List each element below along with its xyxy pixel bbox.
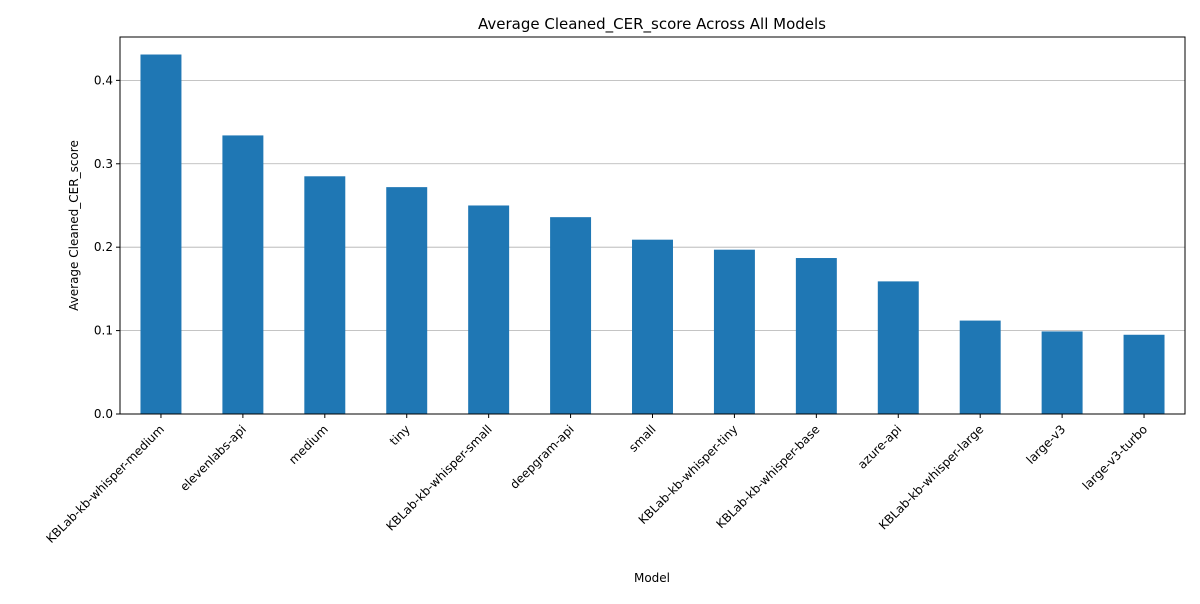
bar bbox=[1123, 334, 1165, 414]
y-tick-label: 0.1 bbox=[94, 324, 113, 338]
y-tick-label: 0.3 bbox=[94, 157, 113, 171]
y-axis-ticks: 0.0 0.1 0.2 0.3 0.4 bbox=[94, 73, 120, 421]
bar bbox=[713, 249, 755, 414]
bar bbox=[140, 54, 182, 414]
bars bbox=[140, 54, 1165, 414]
bar bbox=[304, 176, 346, 414]
bar bbox=[632, 239, 673, 414]
x-tick-label: tiny bbox=[387, 422, 413, 448]
bar bbox=[795, 258, 837, 414]
x-tick-label: elevenlabs-api bbox=[177, 422, 249, 494]
y-tick-label: 0.4 bbox=[94, 73, 113, 87]
y-axis-title: Average Cleaned_CER_score bbox=[67, 140, 81, 311]
bar bbox=[877, 281, 919, 414]
x-tick-label: azure-api bbox=[855, 422, 904, 471]
x-tick-label: large-v3 bbox=[1024, 422, 1069, 467]
bar bbox=[468, 205, 510, 414]
y-tick-label: 0.2 bbox=[94, 240, 113, 254]
x-tick-label: medium bbox=[286, 422, 331, 467]
x-axis-title: Model bbox=[634, 571, 670, 585]
x-tick-label: KBLab-kb-whisper-medium bbox=[43, 422, 167, 546]
x-tick-label: deepgram-api bbox=[507, 422, 576, 491]
x-tick-label: small bbox=[626, 422, 659, 455]
y-tick-label: 0.0 bbox=[94, 407, 113, 421]
chart-title: Average Cleaned_CER_score Across All Mod… bbox=[478, 15, 826, 34]
x-tick-label: large-v3-turbo bbox=[1080, 422, 1150, 492]
x-axis-ticks: KBLab-kb-whisper-medium elevenlabs-api med… bbox=[43, 414, 1150, 546]
bar bbox=[959, 320, 1001, 414]
bar bbox=[386, 187, 428, 414]
bar bbox=[222, 135, 264, 414]
bar bbox=[1041, 331, 1083, 414]
bar bbox=[550, 217, 592, 414]
